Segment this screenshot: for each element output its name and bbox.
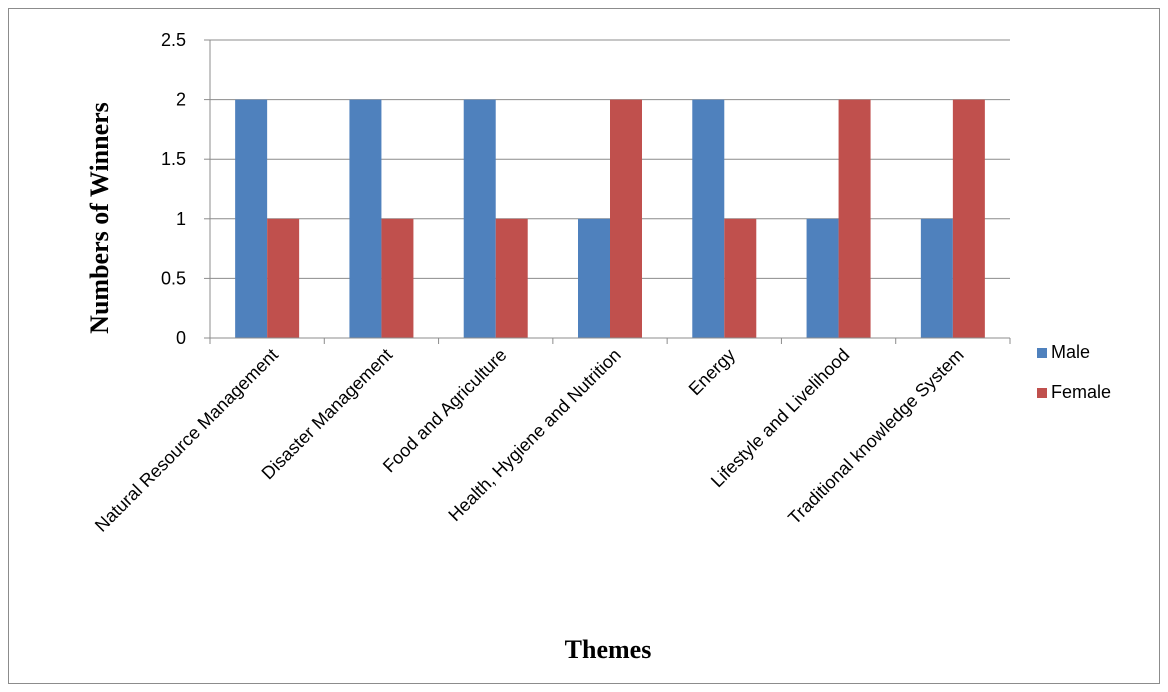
x-tick-label: Disaster Management <box>258 345 397 484</box>
axes <box>204 39 1011 344</box>
y-tick-labels: 0 0.5 1 1.5 2 2.5 <box>161 30 186 348</box>
y-tick-label: 2 <box>176 90 186 110</box>
bar-male <box>806 218 839 338</box>
bar-male <box>692 99 725 338</box>
x-tick-label: Energy <box>685 345 739 399</box>
bar-female <box>724 218 757 338</box>
bar-male <box>463 99 496 338</box>
y-tick-label: 1 <box>176 209 186 229</box>
x-tick-label: Food and Agriculture <box>379 345 511 477</box>
legend-label-female: Female <box>1051 382 1111 402</box>
y-tick-label: 2.5 <box>161 30 186 50</box>
bar-female <box>381 218 414 338</box>
bar-female <box>267 218 300 338</box>
bar-male <box>920 218 953 338</box>
legend-swatch-male <box>1037 348 1047 358</box>
bars <box>235 99 985 338</box>
bar-female <box>838 99 871 338</box>
bar-female <box>495 218 528 338</box>
bar-male <box>349 99 382 338</box>
bar-male <box>235 99 268 338</box>
legend-swatch-female <box>1037 388 1047 398</box>
y-axis-title: Numbers of Winners <box>85 102 114 334</box>
y-tick-label: 0.5 <box>161 268 186 288</box>
bar-female <box>610 99 642 338</box>
legend-label-male: Male <box>1051 342 1090 362</box>
x-axis-title: Themes <box>565 635 652 664</box>
x-tick-label: Natural Resource Management <box>91 345 282 536</box>
y-tick-label: 0 <box>176 328 186 348</box>
y-tick-label: 1.5 <box>161 149 186 169</box>
bar-male <box>578 218 610 338</box>
legend: Male Female <box>1037 342 1111 402</box>
bar-female <box>952 99 985 338</box>
